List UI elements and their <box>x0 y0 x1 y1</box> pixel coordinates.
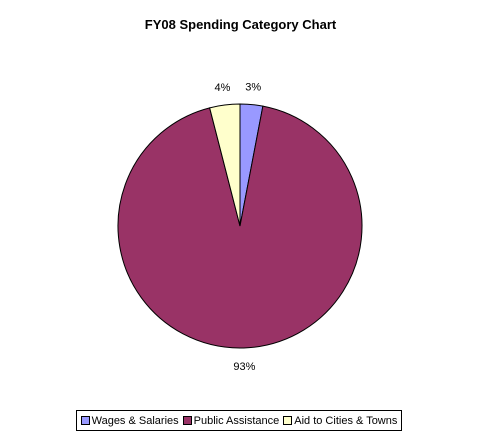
pie-slice-aid-to-cities-and-towns <box>209 103 241 227</box>
pie-label-wages-and-salaries: 3% <box>245 82 261 94</box>
legend-swatch <box>283 416 293 425</box>
legend-swatch <box>80 416 90 425</box>
pie-slices <box>117 103 363 349</box>
legend-swatch <box>182 416 192 425</box>
legend-item-wages-and-salaries: Wages & Salaries <box>80 414 179 427</box>
pie-label-public-assistance: 93% <box>233 361 255 373</box>
chart-title: FY08 Spending Category Chart <box>144 17 337 32</box>
legend: Wages & Salaries Public Assistance Aid to … <box>76 410 402 431</box>
legend-label: Wages & Salaries <box>91 414 179 427</box>
pie-chart: 3% 93% 4% <box>117 82 363 373</box>
legend-item-aid-to-cities-and-towns: Aid to Cities & Towns <box>283 415 397 427</box>
pie-labels: 3% 93% 4% <box>215 82 262 373</box>
legend-label: Aid to Cities & Towns <box>294 414 398 427</box>
pie-slice-public-assistance <box>117 105 363 349</box>
legend-label: Public Assistance <box>193 414 280 427</box>
legend-item-public-assistance: Public Assistance <box>182 414 280 427</box>
pie-label-aid-to-cities-and-towns: 4% <box>215 82 231 94</box>
